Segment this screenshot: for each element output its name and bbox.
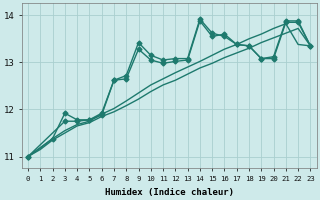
- X-axis label: Humidex (Indice chaleur): Humidex (Indice chaleur): [105, 188, 234, 197]
